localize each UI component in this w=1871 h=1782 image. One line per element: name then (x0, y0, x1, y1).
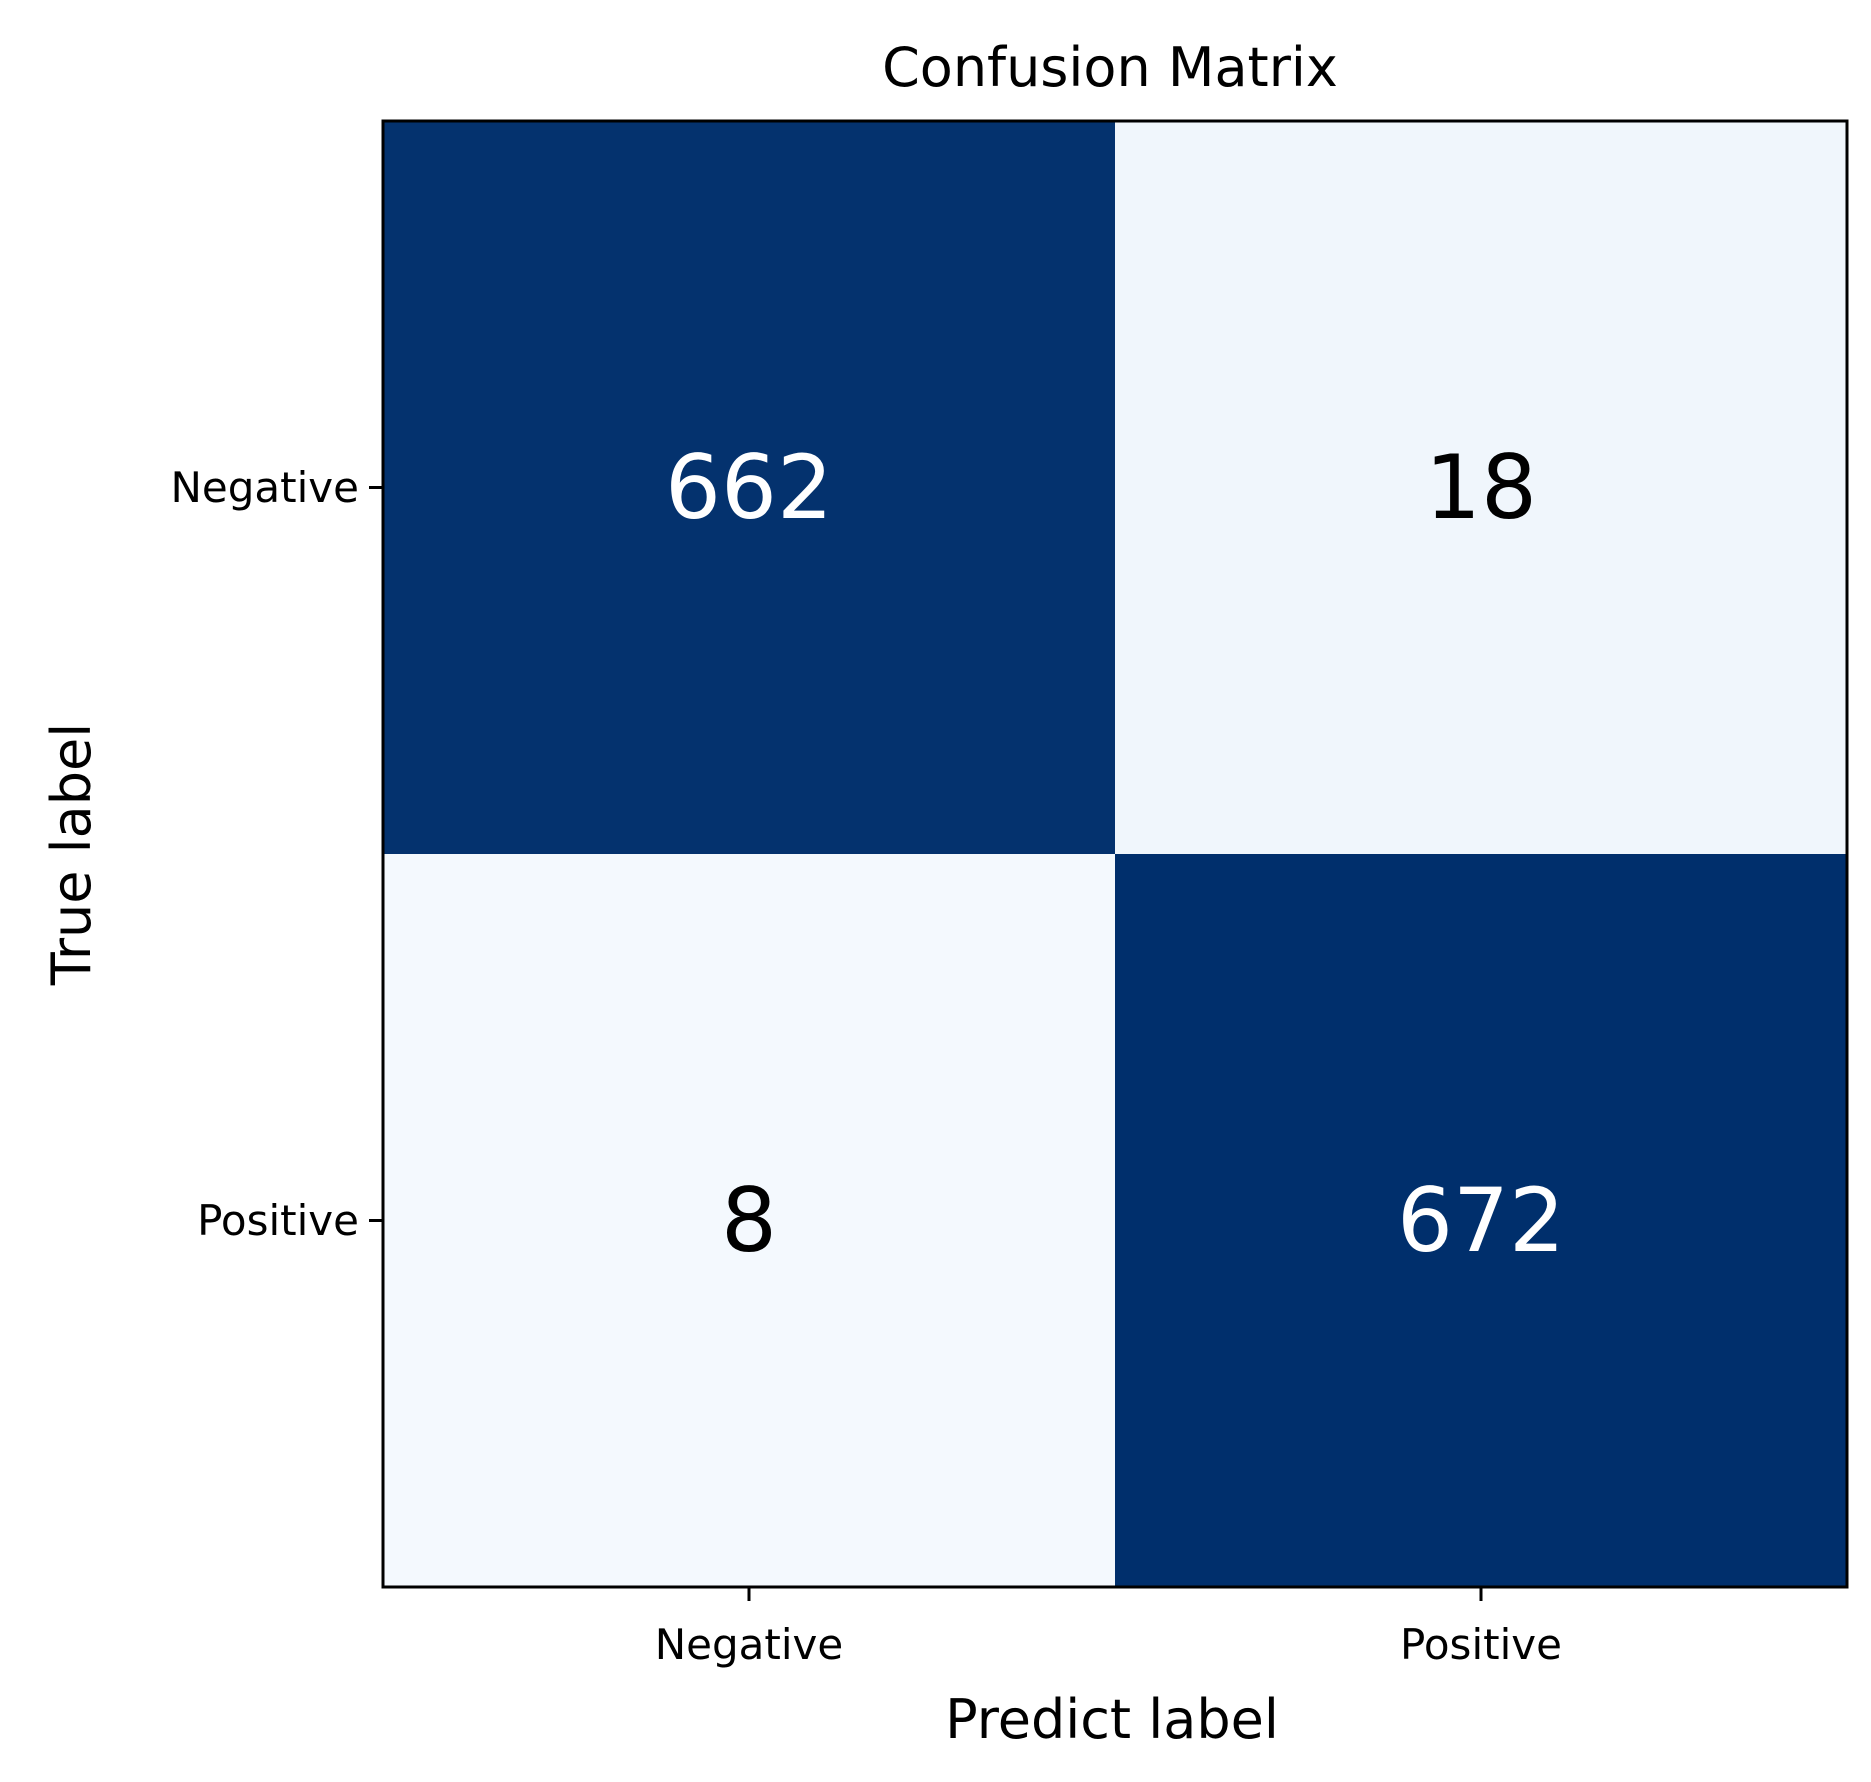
y-axis-label: True label (40, 723, 103, 986)
plot-frame (381, 119, 1849, 1589)
y-tick-label: Negative (171, 463, 360, 512)
cell-value-r1-c0: 8 (721, 1169, 777, 1272)
x-tick-label: Negative (655, 1620, 844, 1669)
heatmap-cell-r1-c0 (383, 854, 1115, 1587)
heatmap-cell-r1-c1 (1115, 854, 1847, 1587)
heatmap-cell-r0-c1 (1115, 121, 1847, 854)
heatmap-cell-r0-c0 (383, 121, 1115, 854)
x-axis-label: Predict label (945, 1688, 1279, 1751)
heatmap-cells (383, 121, 1847, 1587)
chart-title: Confusion Matrix (882, 36, 1338, 99)
cell-value-r0-c1: 18 (1425, 436, 1537, 539)
x-axis-ticks: Negative Positive (655, 1587, 1562, 1669)
cell-value-r1-c1: 672 (1397, 1169, 1565, 1272)
cell-value-r0-c0: 662 (665, 436, 833, 539)
heatmap-cell-labels: 662 18 8 672 (665, 436, 1565, 1272)
y-axis-ticks: Negative Positive (171, 463, 383, 1245)
y-tick-label: Positive (197, 1196, 359, 1245)
x-tick-label: Positive (1400, 1620, 1562, 1669)
